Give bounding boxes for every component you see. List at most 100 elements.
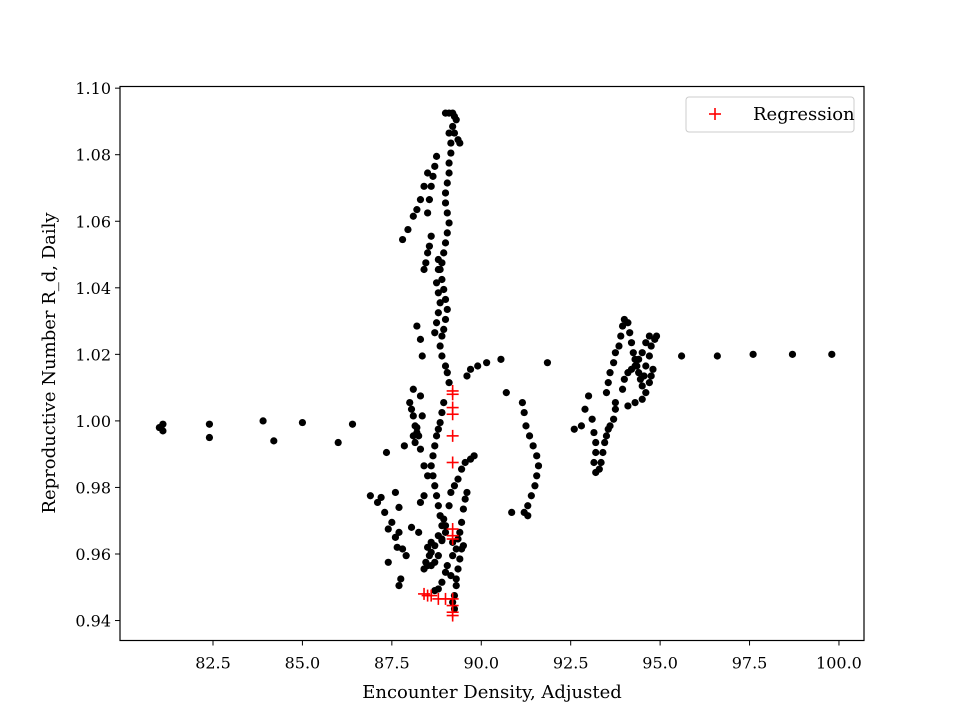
data-point: [438, 259, 446, 267]
data-point: [447, 572, 455, 580]
data-point: [441, 199, 450, 207]
data-point: [440, 398, 448, 407]
data-point: [638, 395, 646, 403]
data-point: [434, 502, 442, 510]
data-point: [384, 558, 392, 566]
data-point: [601, 438, 609, 447]
data-point: [432, 152, 441, 160]
data-point: [470, 452, 478, 460]
data-point: [382, 448, 391, 457]
data-point: [434, 289, 442, 297]
data-point: [441, 362, 450, 370]
data-point: [445, 502, 453, 510]
data-point: [411, 422, 419, 430]
data-point: [431, 482, 439, 490]
data-point: [400, 442, 408, 450]
data-point: [645, 332, 653, 340]
data-point: [624, 319, 632, 327]
data-point: [441, 239, 450, 247]
data-point: [456, 528, 464, 536]
x-axis-ticks: 82.5 85.0 87.5 90.0 92.5 95.0 97.5 100.0: [195, 640, 862, 673]
data-point: [438, 535, 446, 543]
data-point: [406, 398, 414, 407]
x-tick-label: 95.0: [642, 654, 678, 673]
data-point: [434, 265, 442, 274]
data-point: [611, 405, 620, 413]
data-point: [445, 129, 453, 137]
data-point: [638, 349, 646, 357]
x-tick-label: 82.5: [195, 654, 231, 673]
data-point: [474, 362, 482, 370]
data-point: [647, 342, 655, 350]
data-point: [438, 408, 446, 417]
data-point: [409, 212, 417, 220]
data-point: [159, 427, 167, 435]
x-tick-label: 97.5: [732, 654, 768, 673]
plot-marks: [155, 109, 836, 622]
data-point: [604, 379, 612, 387]
data-point: [429, 472, 437, 480]
y-axis-ticks: 0.94 0.96 0.98 1.00 1.02 1.04 1.06 1.08 1.10: [75, 79, 120, 631]
data-point: [627, 339, 636, 347]
data-point: [788, 350, 797, 358]
x-tick-label: 90.0: [463, 654, 499, 673]
y-tick-label: 0.96: [75, 545, 111, 564]
data-point: [438, 275, 446, 284]
data-point: [436, 512, 444, 520]
data-point: [533, 452, 541, 460]
data-point: [415, 528, 423, 536]
data-point: [645, 352, 653, 360]
data-point: [452, 575, 460, 583]
data-point: [463, 372, 471, 380]
y-tick-label: 0.98: [75, 478, 111, 497]
data-point: [642, 339, 650, 347]
data-point: [543, 359, 552, 367]
data-point: [443, 562, 451, 570]
data-point: [610, 359, 618, 367]
data-point: [424, 209, 432, 217]
data-point: [438, 352, 446, 360]
data-point: [440, 285, 448, 294]
data-point: [431, 162, 439, 170]
data-point: [420, 182, 428, 190]
data-point: [429, 452, 437, 460]
data-point: [522, 422, 530, 430]
data-point: [413, 206, 421, 214]
data-point: [452, 545, 460, 553]
data-point: [425, 242, 434, 250]
data-point: [497, 355, 505, 363]
data-point: [645, 379, 653, 387]
data-point: [411, 438, 419, 447]
data-point: [395, 503, 403, 512]
data-point: [577, 422, 586, 430]
data-point: [606, 369, 614, 377]
data-point: [159, 420, 167, 428]
data-point: [502, 389, 510, 397]
data-point: [416, 498, 425, 507]
data-point: [436, 299, 444, 307]
data-point: [454, 565, 462, 573]
data-point: [449, 122, 457, 131]
data-point: [463, 488, 471, 497]
data-point: [381, 508, 389, 516]
x-axis-label: Encounter Density, Adjusted: [362, 682, 622, 703]
data-point: [416, 445, 425, 453]
data-point: [638, 382, 646, 390]
y-tick-label: 1.00: [75, 412, 111, 431]
data-point: [427, 182, 435, 190]
data-point: [443, 229, 451, 237]
data-point: [631, 398, 639, 407]
data-point: [508, 508, 516, 516]
data-point: [427, 562, 435, 570]
y-axis-label: Reproductive Number R_d, Daily: [39, 212, 60, 514]
data-point: [647, 372, 655, 380]
data-point: [436, 342, 444, 350]
data-point: [652, 332, 661, 340]
data-point: [438, 578, 446, 586]
data-point: [635, 369, 643, 377]
data-point: [590, 458, 598, 467]
data-point: [615, 342, 623, 350]
x-tick-label: 92.5: [553, 654, 589, 673]
data-point: [398, 545, 407, 553]
regression-point: [446, 609, 459, 622]
